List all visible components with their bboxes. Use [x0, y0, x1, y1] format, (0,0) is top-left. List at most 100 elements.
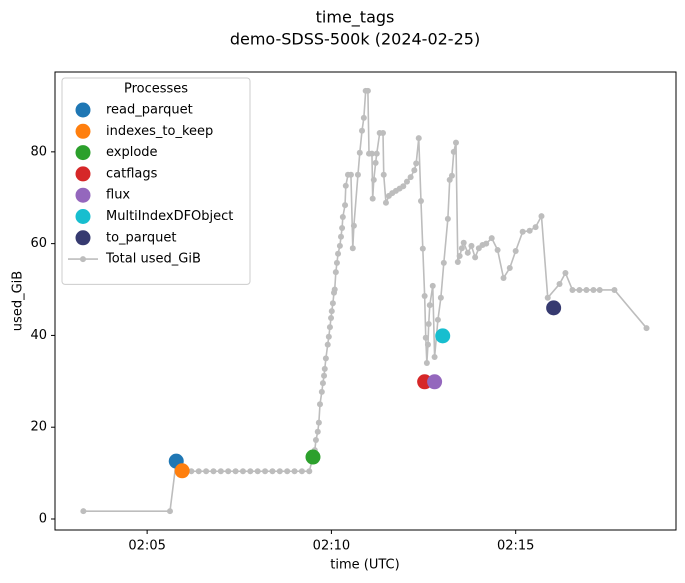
line-point	[556, 281, 563, 288]
line-point	[349, 245, 356, 252]
line-point	[423, 359, 430, 366]
y-tick-label: 40	[30, 328, 47, 343]
line-point	[370, 176, 377, 183]
line-point	[380, 130, 387, 137]
line-point	[342, 202, 349, 209]
line-point	[336, 242, 343, 249]
line-point	[506, 264, 513, 271]
line-point	[413, 160, 420, 167]
line-point	[225, 468, 232, 475]
line-point	[188, 468, 195, 475]
line-point	[596, 286, 603, 293]
line-point	[291, 468, 298, 475]
line-point	[166, 508, 173, 515]
line-point	[512, 247, 519, 254]
chart-subtitle: demo-SDSS-500k (2024-02-25)	[230, 30, 480, 49]
line-point	[643, 325, 650, 332]
line-point	[368, 150, 375, 157]
line-point	[407, 174, 414, 181]
process-point	[435, 328, 451, 344]
legend-label: to_parquet	[106, 230, 176, 245]
line-point	[329, 300, 336, 307]
line-point	[210, 468, 217, 475]
line-point	[532, 224, 539, 231]
line-point	[262, 468, 269, 475]
line-point	[318, 388, 325, 395]
line-point	[339, 225, 346, 232]
legend-label: indexes_to_keep	[106, 124, 213, 139]
line-point	[382, 199, 389, 206]
process-point	[546, 300, 562, 316]
line-point	[322, 355, 329, 362]
line-point	[611, 286, 618, 293]
legend-marker	[75, 209, 91, 224]
legend-label: Total used_GiB	[105, 252, 201, 267]
line-point	[437, 294, 444, 301]
line-point	[569, 286, 576, 293]
line-point	[448, 172, 455, 179]
line-point	[324, 341, 331, 348]
line-point	[425, 320, 432, 327]
line-point	[426, 302, 433, 309]
line-point	[488, 235, 495, 242]
line-point	[339, 214, 346, 221]
line-point	[80, 508, 87, 515]
line-point	[319, 380, 326, 387]
line-point	[217, 468, 224, 475]
line-point	[372, 159, 379, 166]
line-point	[328, 314, 335, 321]
legend-marker	[75, 145, 91, 161]
line-point	[239, 468, 246, 475]
legend-marker	[80, 256, 86, 263]
legend-label: read_parquet	[106, 103, 193, 118]
line-point	[472, 254, 479, 261]
x-tick-label: 02:15	[497, 539, 534, 554]
process-point	[427, 374, 443, 390]
line-point	[284, 468, 291, 475]
line-point	[342, 182, 349, 189]
line-point	[424, 341, 431, 348]
line-point	[458, 245, 465, 252]
y-tick-label: 80	[30, 144, 47, 159]
line-point	[360, 114, 367, 121]
line-point	[415, 135, 422, 142]
legend-marker	[75, 230, 91, 246]
legend-marker	[75, 102, 91, 118]
line-point	[431, 353, 438, 360]
y-tick-label: 60	[30, 236, 47, 251]
line-point	[254, 468, 261, 475]
line-point	[419, 245, 426, 252]
legend-label: explode	[106, 145, 158, 160]
line-point	[429, 282, 436, 289]
line-point	[328, 308, 335, 315]
line-point	[464, 249, 471, 256]
line-point	[298, 468, 305, 475]
line-point	[337, 233, 344, 240]
line-point	[380, 171, 387, 178]
line-point	[321, 365, 328, 372]
x-axis-label: time (UTC)	[330, 558, 399, 573]
line-point	[494, 247, 501, 254]
line-point	[333, 259, 340, 266]
line-point	[369, 195, 376, 202]
legend-label: catflags	[106, 166, 158, 181]
line-point	[450, 148, 457, 155]
y-tick-label: 20	[30, 420, 47, 435]
line-point	[269, 468, 276, 475]
legend-marker	[75, 123, 91, 139]
line-point	[422, 334, 429, 341]
line-point	[232, 468, 239, 475]
line-point	[400, 183, 407, 190]
line-point	[483, 240, 490, 247]
line-point	[526, 227, 533, 234]
line-point	[417, 197, 424, 204]
line-point	[411, 167, 418, 174]
line-point	[576, 286, 583, 293]
line-point	[364, 87, 371, 94]
line-point	[456, 253, 463, 260]
line-point	[321, 372, 328, 379]
process-point	[174, 463, 190, 479]
line-point	[195, 468, 202, 475]
y-tick-label: 0	[39, 511, 47, 526]
